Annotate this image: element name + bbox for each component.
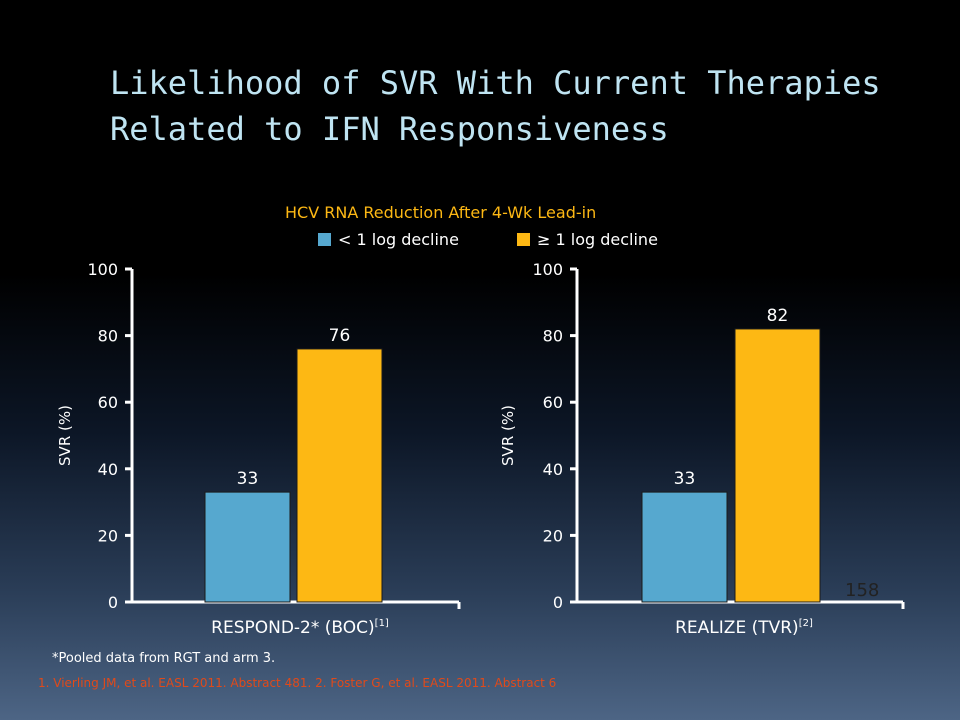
slide-title-line-1: Likelihood of SVR With Current Therapies bbox=[110, 64, 881, 102]
legend-label-above-1-log: ≥ 1 log decline bbox=[537, 230, 658, 249]
legend-swatch-blue bbox=[318, 233, 331, 246]
slide-title: Likelihood of SVR With Current Therapies… bbox=[110, 60, 930, 152]
chart-2-x-axis-label: REALIZE (TVR)[2] bbox=[675, 618, 813, 638]
legend-swatch-orange bbox=[517, 233, 530, 246]
chart-1-bar-below-1-log bbox=[204, 491, 291, 603]
chart-2-y-tick-label: 0 bbox=[553, 593, 563, 612]
chart-1-data-label: 33 bbox=[237, 469, 259, 489]
slide-title-line-2: Related to IFN Responsiveness bbox=[110, 110, 669, 148]
chart-2-data-label: 82 bbox=[767, 306, 789, 326]
chart-1-y-tick-label: 40 bbox=[98, 460, 118, 479]
chart-2-y-tick-label: 60 bbox=[543, 393, 563, 412]
slide-number: 158 bbox=[845, 580, 880, 601]
legend-item-above-1-log: ≥ 1 log decline bbox=[517, 230, 658, 249]
chart-1-y-tick-label: 100 bbox=[87, 260, 118, 279]
chart-2-y-axis-label: SVR (%) bbox=[499, 405, 517, 466]
chart-1-y-tick-label: 0 bbox=[108, 593, 118, 612]
footnote: *Pooled data from RGT and arm 3. bbox=[52, 651, 276, 666]
legend-label-below-1-log: < 1 log decline bbox=[338, 230, 459, 249]
legend-item-below-1-log: < 1 log decline bbox=[318, 230, 459, 249]
chart-2-y-tick-label: 20 bbox=[543, 526, 563, 545]
chart-1-y-axis-label: SVR (%) bbox=[56, 405, 74, 466]
chart-2-y-tick-label: 40 bbox=[543, 460, 563, 479]
chart-2-y-tick-label: 80 bbox=[543, 327, 563, 346]
chart-2-y-tick-label: 100 bbox=[532, 260, 563, 279]
chart-2-bar-below-1-log bbox=[641, 491, 728, 603]
references: 1. Vierling JM, et al. EASL 2011. Abstra… bbox=[38, 676, 557, 690]
chart-2-bar-above-1-log bbox=[734, 328, 821, 603]
chart-1-x-axis-label: RESPOND-2* (BOC)[1] bbox=[211, 618, 389, 638]
chart-1-bar-above-1-log bbox=[296, 348, 383, 603]
chart-1-y-tick-label: 60 bbox=[98, 393, 118, 412]
chart-1-data-label: 76 bbox=[329, 326, 351, 346]
chart-1-y-tick-label: 80 bbox=[98, 327, 118, 346]
legend-title: HCV RNA Reduction After 4-Wk Lead-in bbox=[285, 203, 597, 222]
chart-1-y-tick-label: 20 bbox=[98, 526, 118, 545]
chart-2-data-label: 33 bbox=[674, 469, 696, 489]
